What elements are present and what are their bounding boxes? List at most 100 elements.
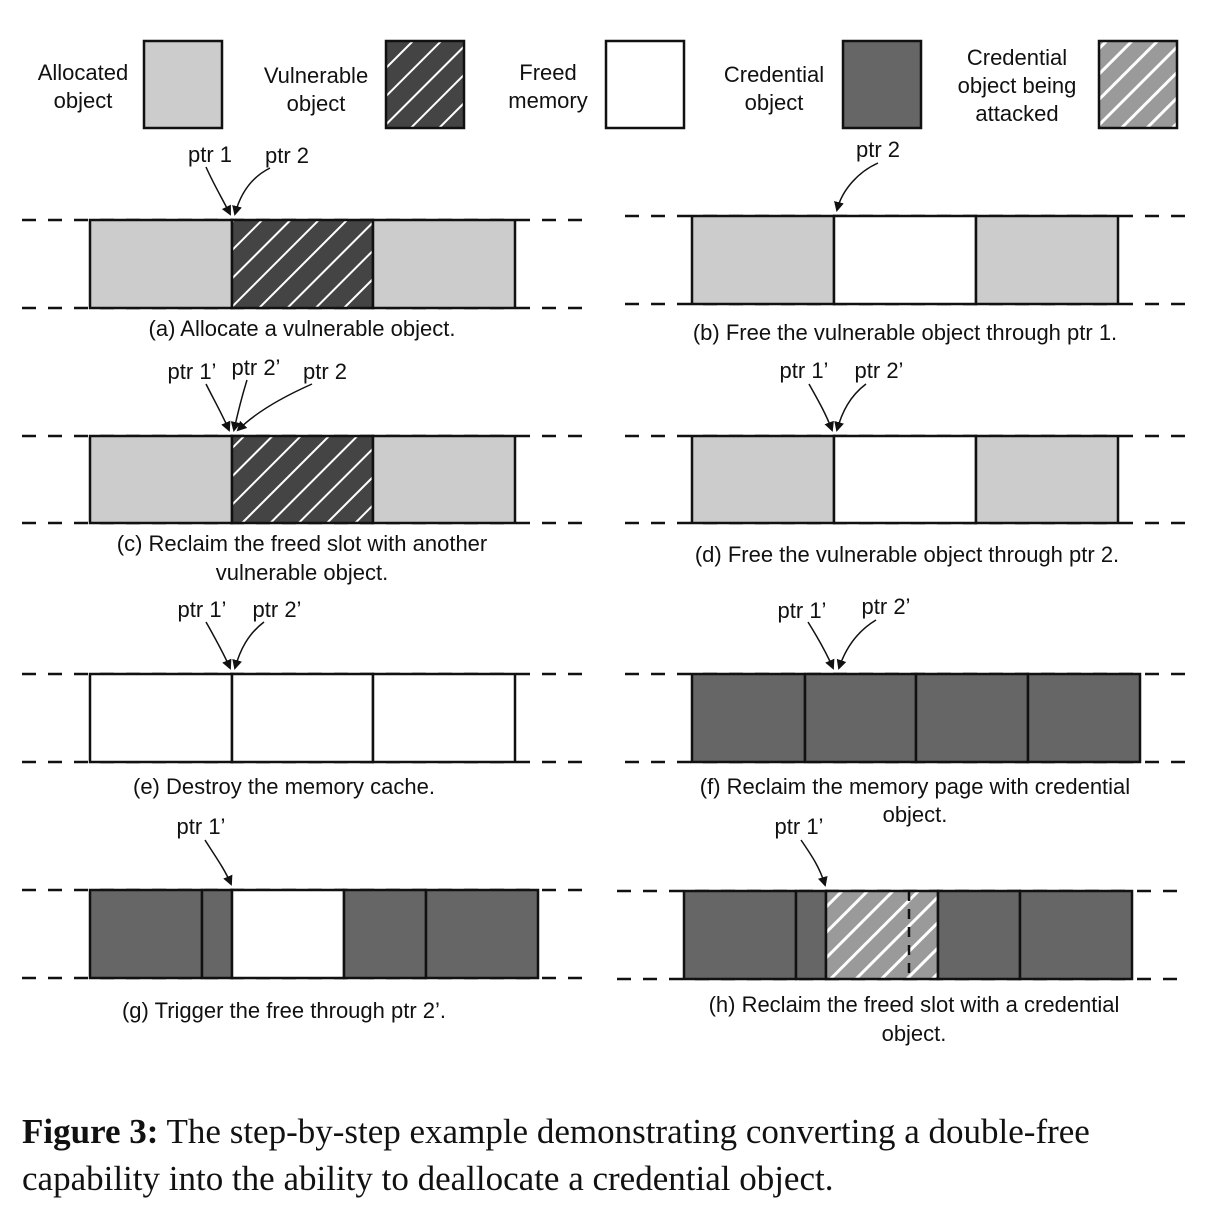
pointer-arrow — [232, 167, 271, 216]
pointer-arrow — [236, 383, 313, 432]
pointer-arrow — [807, 621, 835, 670]
freed-memory — [832, 434, 978, 525]
pointer-label: ptr 1’ — [775, 814, 824, 839]
vulnerable-object — [230, 218, 375, 310]
credential-object — [200, 888, 234, 980]
pointer-arrow — [205, 166, 231, 216]
pointer-arrow — [808, 383, 834, 432]
legend-allocated-line2: object — [54, 88, 113, 113]
pointer-label: ptr 2 — [265, 143, 309, 168]
figure-caption-text: The step-by-step example demonstrating c… — [22, 1112, 1090, 1198]
panel-b-caption: (b) Free the vulnerable object through p… — [693, 320, 1117, 345]
legend-freed-line2: memory — [508, 88, 587, 113]
pointer-label: ptr 1’ — [177, 814, 226, 839]
panel-a-caption: (a) Allocate a vulnerable object. — [149, 316, 456, 341]
pointer-arrow — [205, 383, 231, 432]
panel-a: ptr 1 ptr 2 (a) Allocate a vulnerable ob… — [22, 142, 585, 341]
legend-allocated-swatch — [142, 39, 224, 130]
pointer-label: ptr 1’ — [168, 359, 217, 384]
legend-credential-swatch — [841, 39, 923, 130]
allocated-object — [88, 434, 234, 525]
pointer-label: ptr 2’ — [232, 355, 281, 380]
freed-memory — [371, 672, 517, 764]
credential-object — [690, 672, 807, 764]
allocated-object — [974, 434, 1120, 525]
panel-b: ptr 2 (b) Free the vulnerable object thr… — [625, 137, 1188, 345]
pointer-label: ptr 2 — [303, 359, 347, 384]
panel-c: ptr 1’ ptr 2’ ptr 2 (c) Reclaim the free… — [22, 355, 585, 585]
panel-f-caption-line1: (f) Reclaim the memory page with credent… — [700, 774, 1130, 799]
allocated-object — [371, 218, 517, 310]
credential-object — [1026, 672, 1142, 764]
credential-object — [936, 889, 1022, 981]
legend: Allocated object Vulnerable object Freed… — [38, 39, 1179, 130]
panel-h-caption-line2: object. — [882, 1021, 947, 1046]
allocated-object — [88, 218, 234, 310]
attacked-credential-object — [824, 889, 940, 981]
pointer-label: ptr 1’ — [778, 598, 827, 623]
legend-attacked-line3: attacked — [975, 101, 1058, 126]
legend-freed-swatch — [604, 39, 686, 130]
freed-memory — [832, 214, 978, 306]
pointer-label: ptr 2’ — [855, 358, 904, 383]
panel-f: ptr 1’ ptr 2’ (f) Reclaim the memory pag… — [625, 594, 1188, 827]
legend-attacked-swatch — [1097, 39, 1179, 130]
pointer-arrow — [230, 379, 248, 432]
pointer-arrow — [800, 839, 828, 887]
allocated-object — [371, 434, 517, 525]
panel-g: ptr 1’ (g) Trigger the free through ptr … — [22, 814, 585, 1023]
pointer-arrow — [836, 619, 877, 670]
credential-object — [342, 888, 428, 980]
panel-f-caption-line2: object. — [883, 802, 948, 827]
pointer-label: ptr 2’ — [253, 597, 302, 622]
credential-object — [424, 888, 540, 980]
pointer-arrow — [205, 621, 232, 670]
freed-memory — [230, 672, 375, 764]
credential-object — [682, 889, 798, 981]
panel-h: ptr 1’ (h) Reclaim the freed slot with a… — [617, 814, 1180, 1046]
pointer-arrow — [204, 839, 233, 886]
legend-vulnerable: Vulnerable object — [264, 39, 466, 130]
figure-caption: Figure 3: The step-by-step example demon… — [22, 1108, 1202, 1202]
panel-g-caption: (g) Trigger the free through ptr 2’. — [122, 998, 446, 1023]
legend-attacked-line1: Credential — [967, 45, 1067, 70]
pointer-arrow — [834, 162, 879, 212]
panel-e-caption: (e) Destroy the memory cache. — [133, 774, 435, 799]
credential-object — [803, 672, 918, 764]
credential-object — [88, 888, 204, 980]
panel-h-caption-line1: (h) Reclaim the freed slot with a creden… — [709, 992, 1120, 1017]
pointer-arrow — [232, 621, 265, 670]
credential-object — [1018, 889, 1134, 981]
panel-d: ptr 1’ ptr 2’ (d) Free the vulnerable ob… — [625, 358, 1188, 567]
legend-credential: Credential object — [724, 39, 923, 130]
legend-vulnerable-line2: object — [287, 91, 346, 116]
pointer-label: ptr 2’ — [862, 594, 911, 619]
credential-object — [794, 889, 828, 981]
legend-vulnerable-line1: Vulnerable — [264, 63, 368, 88]
pointer-label: ptr 1 — [188, 142, 232, 167]
pointer-label: ptr 2 — [856, 137, 900, 162]
legend-credential-line2: object — [745, 90, 804, 115]
legend-credential-line1: Credential — [724, 62, 824, 87]
legend-attacked-line2: object being — [958, 73, 1077, 98]
double-free-diagram: Allocated object Vulnerable object Freed… — [22, 39, 1188, 1046]
allocated-object — [974, 214, 1120, 306]
vulnerable-object — [230, 434, 375, 525]
freed-memory — [88, 672, 234, 764]
legend-freed: Freed memory — [508, 39, 686, 130]
legend-attacked: Credential object being attacked — [958, 39, 1179, 130]
allocated-object — [690, 214, 836, 306]
pointer-label: ptr 1’ — [780, 358, 829, 383]
freed-memory — [230, 888, 346, 980]
panel-c-caption-line1: (c) Reclaim the freed slot with another — [117, 531, 488, 556]
figure-label: Figure 3: — [22, 1112, 159, 1151]
legend-allocated-line1: Allocated — [38, 60, 129, 85]
pointer-arrow — [834, 383, 867, 432]
credential-object — [914, 672, 1030, 764]
legend-vulnerable-swatch — [384, 39, 466, 130]
panel-d-caption: (d) Free the vulnerable object through p… — [695, 542, 1119, 567]
panel-e: ptr 1’ ptr 2’ (e) Destroy the memory cac… — [22, 597, 585, 799]
pointer-label: ptr 1’ — [178, 597, 227, 622]
legend-allocated: Allocated object — [38, 39, 224, 130]
panel-c-caption-line2: vulnerable object. — [216, 560, 388, 585]
